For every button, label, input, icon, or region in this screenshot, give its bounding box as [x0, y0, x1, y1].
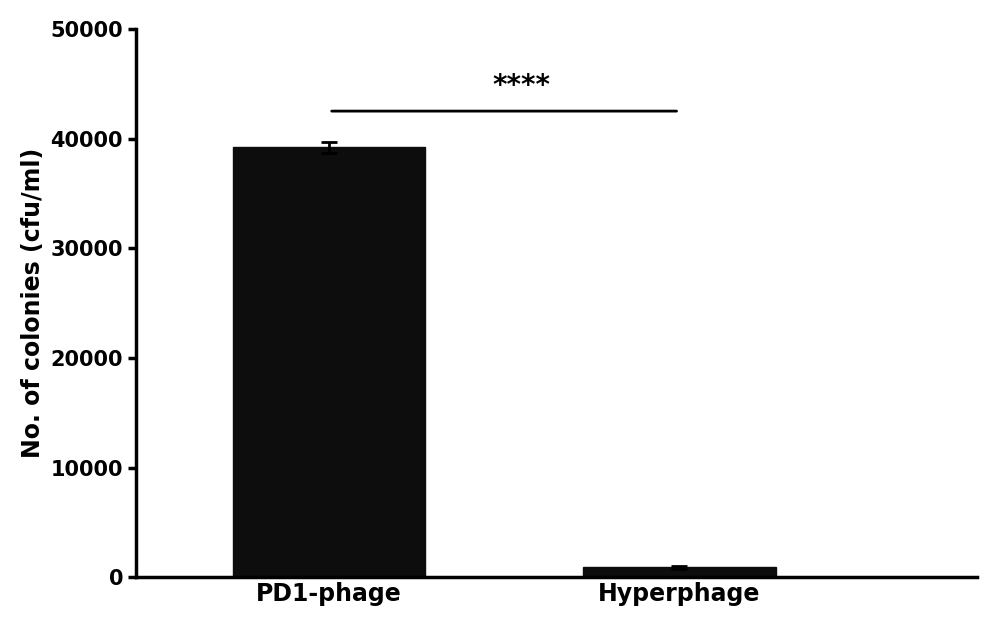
Bar: [583, 567, 775, 577]
Text: ****: ****: [493, 72, 551, 100]
Bar: [233, 147, 425, 577]
Y-axis label: No. of colonies (cfu/ml): No. of colonies (cfu/ml): [21, 148, 45, 458]
